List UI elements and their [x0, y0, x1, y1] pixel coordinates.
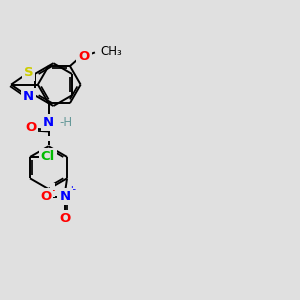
Text: -H: -H	[60, 116, 73, 129]
Text: Cl: Cl	[41, 150, 55, 164]
Text: O: O	[40, 190, 51, 203]
Text: +: +	[68, 185, 76, 195]
Text: N: N	[43, 116, 54, 129]
Text: O: O	[25, 121, 36, 134]
Text: N: N	[59, 190, 70, 203]
Text: O: O	[78, 50, 89, 63]
Text: S: S	[23, 66, 33, 79]
Text: N: N	[23, 90, 34, 103]
Text: -: -	[50, 184, 55, 197]
Text: CH₃: CH₃	[101, 45, 123, 58]
Text: O: O	[59, 212, 70, 225]
